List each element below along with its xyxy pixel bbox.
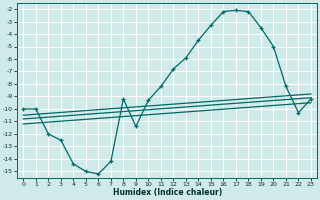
X-axis label: Humidex (Indice chaleur): Humidex (Indice chaleur): [113, 188, 222, 197]
